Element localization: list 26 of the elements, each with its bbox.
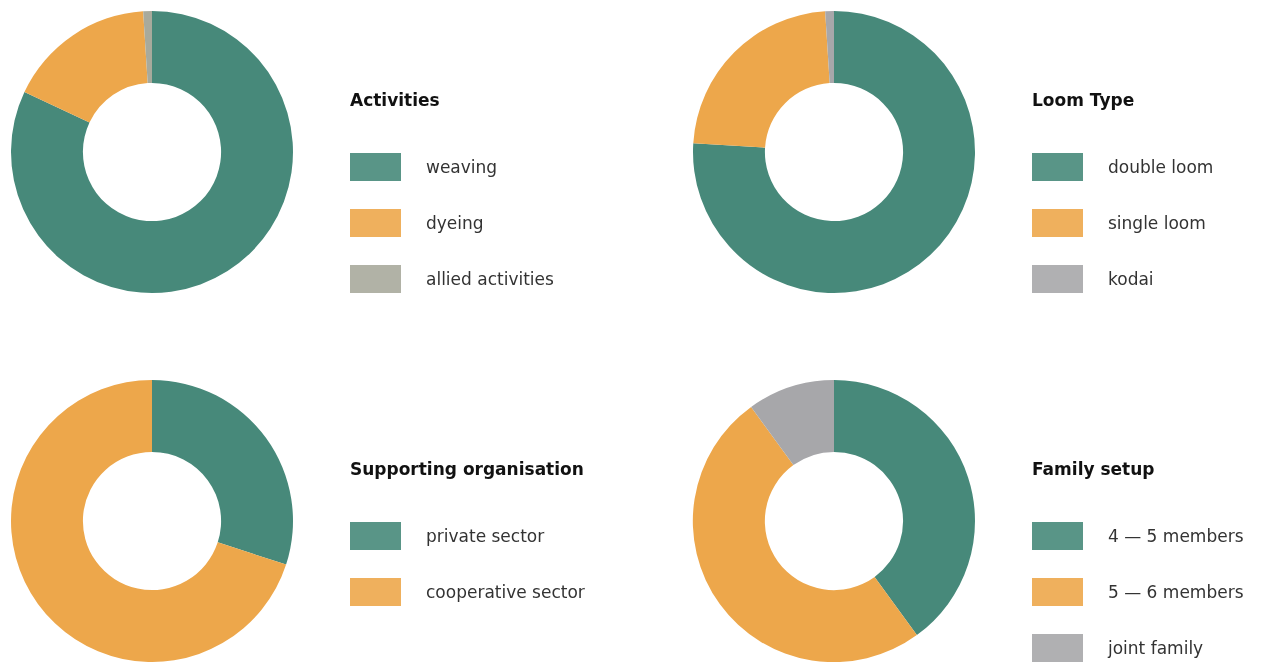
donut-slice	[11, 380, 287, 662]
legend-label: 5 — 6 members	[1108, 582, 1244, 602]
legend-label: joint family	[1107, 638, 1204, 658]
donut-slice	[751, 380, 834, 466]
legend-title: Family setup	[1032, 459, 1155, 479]
donut-slice	[693, 11, 830, 148]
legend-title: Loom Type	[1032, 90, 1135, 110]
legend-label: 4 — 5 members	[1108, 526, 1244, 546]
legend-label: allied activities	[426, 269, 555, 289]
donut-slice	[834, 380, 975, 636]
legend-label: dyeing	[426, 213, 484, 233]
donut-slice	[825, 11, 834, 84]
donut-slice	[24, 11, 148, 123]
legend-title: Activities	[350, 90, 440, 110]
donut-slice	[143, 11, 152, 84]
legend-label: kodai	[1108, 269, 1154, 289]
legend-label: cooperative sector	[426, 582, 585, 602]
legend-label: double loom	[1108, 157, 1214, 177]
donut-slice	[693, 406, 917, 662]
donut-slice	[152, 380, 293, 565]
legend-label: weaving	[426, 157, 498, 177]
legend-label: single loom	[1108, 213, 1206, 233]
legend-title: Supporting organisation	[350, 459, 584, 479]
donut-slice	[693, 11, 975, 293]
donut-slice	[11, 11, 293, 293]
legend-label: private sector	[426, 526, 545, 546]
